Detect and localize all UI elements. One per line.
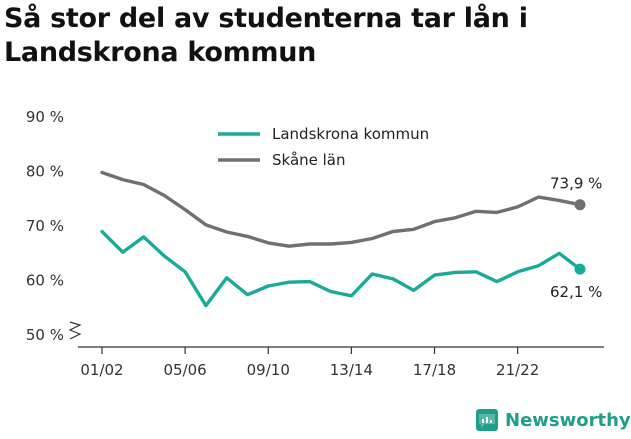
chart-title: Så stor del av studenterna tar lån i Lan… [4, 3, 528, 68]
series-end-label: 62,1 % [550, 283, 602, 301]
series-end-point [574, 199, 586, 211]
bar-chart-icon [476, 409, 498, 431]
y-tick-label: 50 % [26, 326, 64, 344]
chart-legend: Landskrona kommun Skåne län [218, 125, 429, 169]
y-tick-label: 80 % [26, 162, 64, 180]
newsworthy-logo[interactable]: Newsworthy [476, 405, 631, 435]
x-tick-label: 13/14 [330, 361, 373, 379]
x-tick-label: 01/02 [80, 361, 123, 379]
x-tick-label: 21/22 [496, 361, 539, 379]
x-tick-label: 09/10 [247, 361, 290, 379]
series-line-landskrona [100, 229, 582, 308]
series-line-skane [100, 170, 582, 248]
y-tick-label: 70 % [26, 217, 64, 235]
y-tick-label: 90 % [26, 108, 64, 126]
x-tick-label: 17/18 [413, 361, 456, 379]
legend-label: Landskrona kommun [272, 125, 429, 143]
x-tick-label: 05/06 [164, 361, 207, 379]
chart-axes: 50 % 60 % 70 % 80 % 90 % 01/02 05/06 09/10 13/14… [26, 108, 604, 379]
series-end-point [574, 263, 586, 275]
series-end-label: 73,9 % [550, 175, 602, 193]
y-tick-label: 60 % [26, 272, 64, 290]
chart-series: 73,9 % 62,1 % [100, 170, 602, 308]
brand-name: Newsworthy [505, 409, 631, 431]
legend-label: Skåne län [272, 151, 346, 169]
axis-break-mark [68, 321, 82, 340]
